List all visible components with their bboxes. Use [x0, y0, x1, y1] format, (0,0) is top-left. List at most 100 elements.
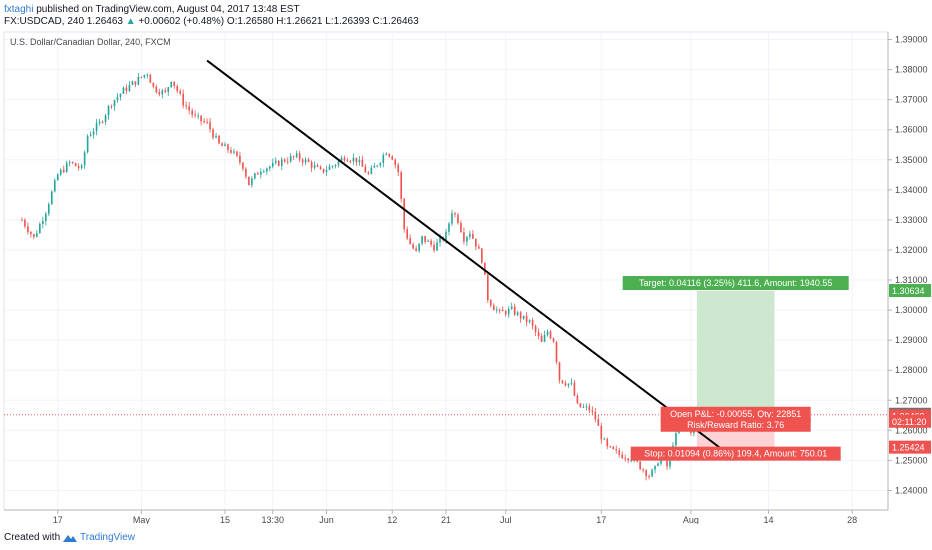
candle-body [245, 168, 247, 177]
candle-body [227, 144, 229, 151]
y-tick-label: 1.37000 [895, 95, 928, 105]
candle-body [212, 129, 214, 138]
candle-body [128, 84, 131, 91]
candle-body [439, 237, 441, 243]
price-tag-label: 1.30634 [892, 286, 925, 296]
candle-body [110, 106, 113, 108]
change-arrow-icon: ▲ [125, 16, 136, 27]
candle-body [475, 238, 477, 247]
candle-body [615, 449, 618, 451]
candle-body [498, 309, 501, 311]
symbol-line: FX:USDCAD, 240 1.26463 [4, 16, 123, 27]
candle-body [95, 123, 98, 132]
candle-body [143, 74, 146, 78]
candle-body [304, 159, 307, 163]
target-zone [696, 291, 775, 415]
candle-body [149, 74, 152, 83]
candle-body [191, 110, 193, 115]
pnl-label: Open P&L: -0.00055, Qty: 22851 [660, 406, 811, 421]
candle-body [409, 238, 411, 245]
candle-body [445, 231, 447, 240]
candle-body [504, 311, 507, 315]
candle-body [421, 235, 423, 244]
candle-body [140, 76, 143, 78]
candle-body [567, 383, 570, 386]
candle-body [101, 121, 104, 123]
candle-body [319, 166, 322, 169]
candle-body [182, 93, 185, 106]
candle-body [531, 320, 534, 326]
candle-body [418, 243, 420, 251]
candle-body [630, 460, 632, 462]
candle-body [448, 223, 450, 232]
candle-body [92, 131, 95, 135]
y-tick-label: 1.31000 [895, 275, 928, 285]
stop-label: Stop: 0.01094 (0.86%) 109.4, Amount: 750… [630, 446, 841, 461]
candle-body [675, 433, 677, 446]
price-tag-label: 02:11:20 [892, 417, 926, 427]
candle-body [391, 156, 394, 160]
candle-body [21, 219, 23, 221]
candle-body [433, 244, 435, 251]
candle-body [478, 246, 480, 249]
candle-body [242, 162, 244, 169]
candle-body [376, 165, 379, 167]
candle-body [328, 166, 331, 170]
x-tick-label: 13:30 [262, 515, 285, 524]
candle-body [295, 153, 298, 157]
candle-body [107, 106, 110, 116]
candle-body [609, 446, 612, 448]
candle-body [639, 461, 641, 470]
candle-body [194, 114, 196, 116]
candle-body [113, 100, 116, 107]
candle-body [104, 115, 107, 123]
candle-body [355, 157, 358, 163]
candle-body [552, 338, 555, 343]
candle-body [624, 458, 627, 460]
candle-body [513, 306, 516, 315]
candle-body [116, 96, 119, 101]
candle-body [33, 234, 35, 237]
pnl-label-text: Open P&L: -0.00055, Qty: 22851 [670, 409, 801, 419]
candle-body [495, 309, 498, 311]
candle-body [230, 150, 232, 153]
candle-body [334, 164, 337, 167]
trendline[interactable] [206, 59, 722, 450]
candle-body [370, 167, 373, 174]
symbol-info: FX:USDCAD, 240 1.26463 ▲ +0.00602 (+0.48… [4, 15, 419, 28]
candle-body [197, 115, 199, 117]
y-tick-label: 1.32000 [895, 245, 928, 255]
candle-body [98, 121, 101, 124]
x-tick-label: Aug [683, 515, 699, 524]
candle-body [77, 166, 80, 168]
candle-body [379, 163, 382, 166]
trendline-layer[interactable] [206, 59, 722, 450]
candle-body [137, 76, 140, 85]
candle-body [561, 380, 564, 384]
candle-body [606, 438, 609, 447]
price-chart[interactable]: Target: 0.04116 (3.25%) 411.6, Amount: 1… [0, 28, 932, 524]
candle-body [534, 325, 537, 333]
candle-body [59, 169, 62, 175]
author-link[interactable]: fxtaghi [4, 4, 34, 15]
candle-body [388, 153, 391, 157]
candle-body [161, 90, 164, 95]
tradingview-brand[interactable]: TradingView [80, 532, 136, 543]
candle-body [215, 135, 217, 138]
candle-body [594, 411, 597, 420]
candle-body [612, 446, 615, 450]
candle-body [340, 157, 343, 161]
axes: 1.24000 1.25000 1.26000 1.27000 1.28000 1.290… [4, 32, 931, 524]
candle-body [651, 469, 653, 477]
candle-body [331, 166, 334, 168]
x-tick-label: 15 [220, 515, 230, 524]
ohlc-values: O:1.26580 H:1.26621 L:1.26393 C:1.26463 [226, 16, 419, 27]
candle-body [280, 159, 283, 166]
candle-body [158, 92, 161, 95]
candle-body [645, 470, 647, 477]
candle-body [603, 438, 606, 440]
candle-body [618, 450, 621, 455]
candle-body [406, 229, 408, 239]
publish-info: fxtaghi published on TradingView.com, Au… [4, 3, 300, 16]
candle-body [122, 87, 125, 94]
